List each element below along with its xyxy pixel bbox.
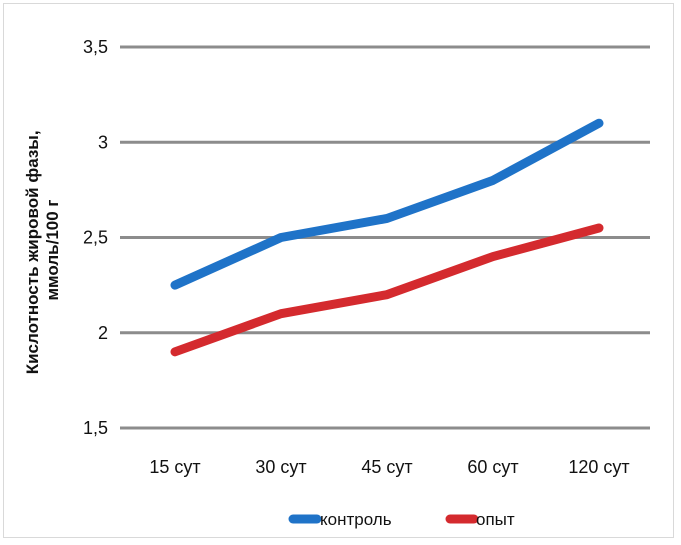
- x-tick-label: 60 сут: [467, 457, 518, 477]
- x-tick-label: 15 сут: [149, 457, 200, 477]
- x-tick-labels: 15 сут 30 сут 45 сут 60 сут 120 сут: [149, 457, 629, 477]
- y-axis-label-line2: ммоль/100 г: [43, 199, 62, 300]
- y-tick-label: 2,5: [83, 228, 108, 248]
- x-tick-label: 30 сут: [255, 457, 306, 477]
- chart-frame: [3, 3, 674, 538]
- series-line-control: [170, 118, 604, 290]
- x-tick-label: 120 сут: [568, 457, 629, 477]
- x-tick-label: 45 сут: [361, 457, 412, 477]
- legend-label-experiment: опыт: [476, 510, 515, 529]
- y-tick-label: 2: [98, 323, 108, 343]
- gridlines: [120, 45, 650, 430]
- y-axis-label: Кислотность жировой фазы, ммоль/100 г: [23, 126, 62, 375]
- series-lines: [170, 118, 604, 357]
- y-axis-label-line1: Кислотность жировой фазы,: [23, 130, 42, 374]
- y-tick-label: 1,5: [83, 418, 108, 438]
- y-tick-label: 3: [98, 132, 108, 152]
- y-tick-labels: 1,5 2 2,5 3 3,5: [83, 37, 108, 438]
- y-tick-label: 3,5: [83, 37, 108, 57]
- legend-label-control: контроль: [320, 510, 392, 529]
- legend: контроль опыт: [288, 510, 515, 529]
